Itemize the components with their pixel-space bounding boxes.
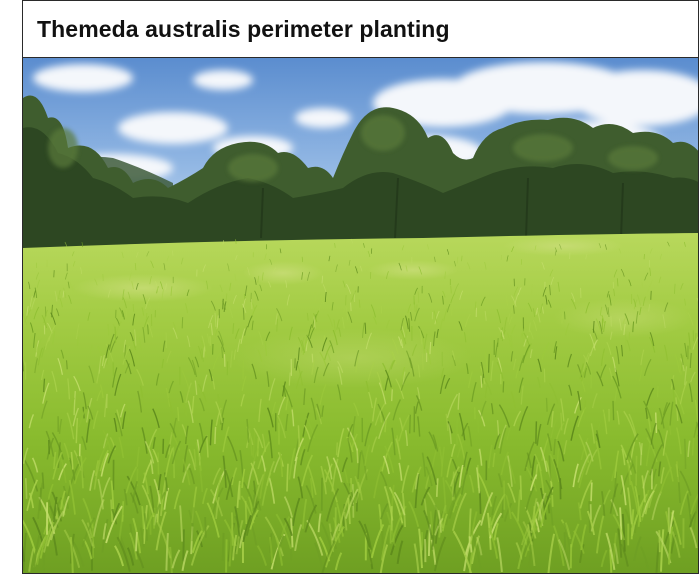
photo-grassland: [23, 58, 698, 573]
grass-blades: [23, 238, 698, 573]
figure-caption: Themeda australis perimeter planting: [37, 16, 450, 42]
grass-field: [23, 233, 698, 573]
figure-frame: Themeda australis perimeter planting: [22, 0, 699, 574]
grassland-photo-illustration: [23, 58, 698, 573]
tree-line: [23, 95, 698, 253]
caption-bar: Themeda australis perimeter planting: [23, 1, 698, 58]
